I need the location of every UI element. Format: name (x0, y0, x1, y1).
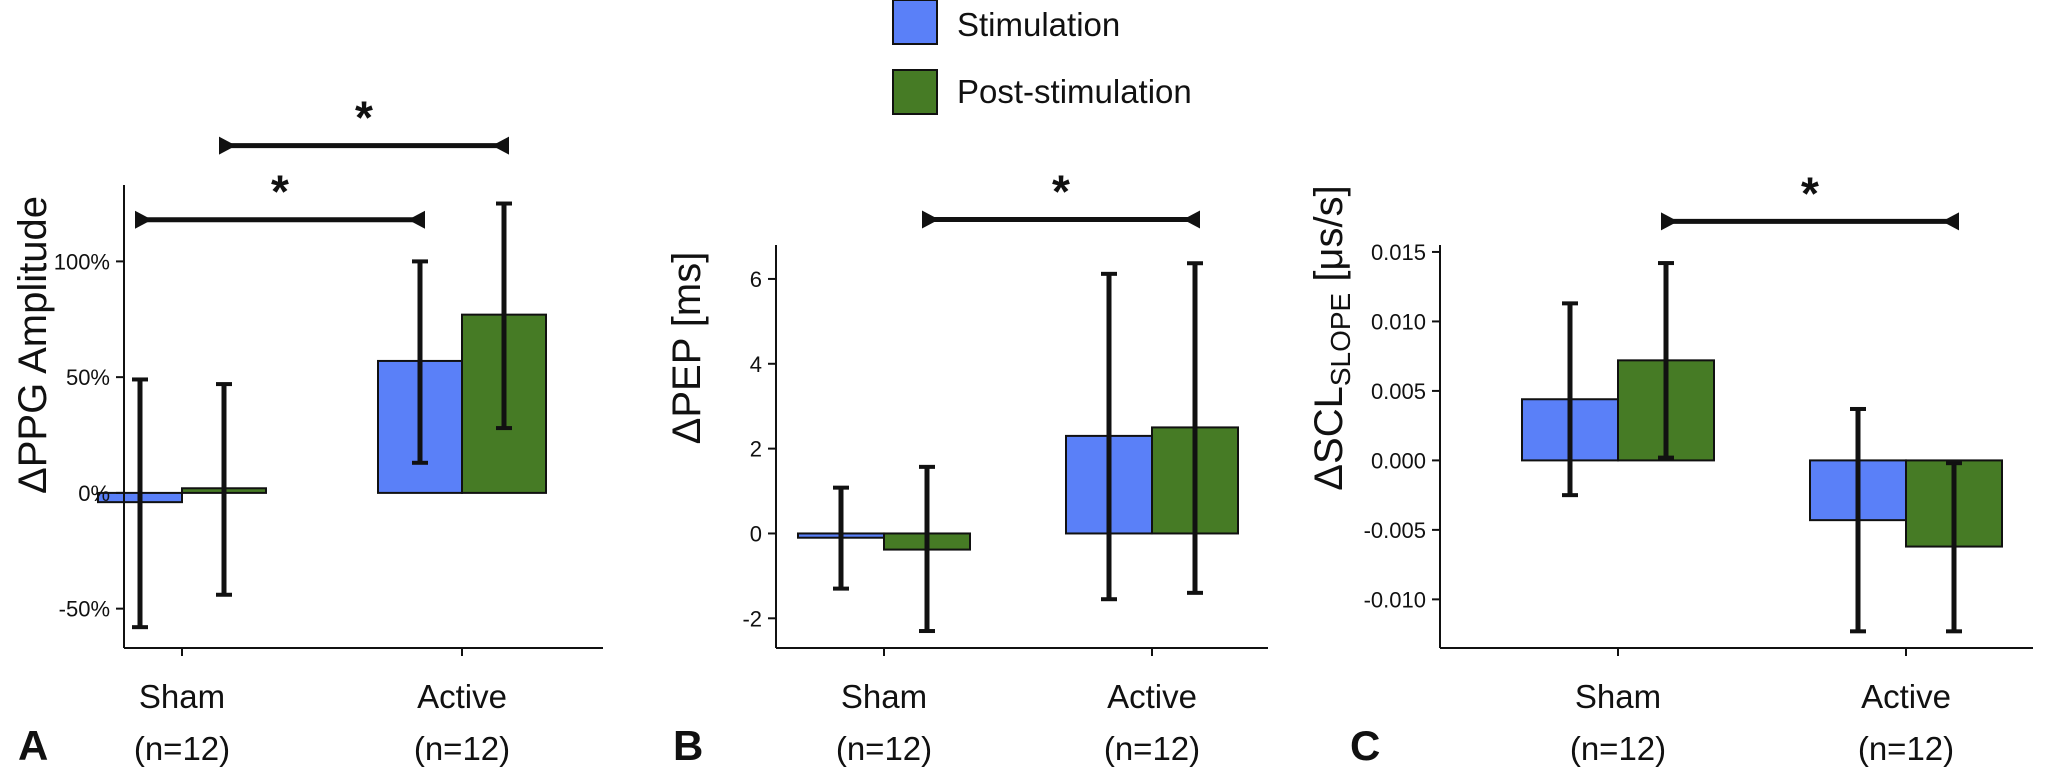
panel-c-y-tick-label-3: 0.005 (1371, 379, 1426, 404)
panel-a-significance-star-0: * (271, 166, 289, 218)
panel-a-significance-left-cap-0 (135, 210, 152, 229)
panel-c-y-tick-label-5: 0.015 (1371, 240, 1426, 265)
panel-c-y-axis-label: ΔSCLSLOPE [μs/s] (1307, 185, 1356, 490)
panel-b-letter: B (673, 722, 703, 769)
panel-b-significance: * (922, 166, 1200, 229)
panel-a-category-active: Active (417, 678, 507, 715)
panel-a-significance: ** (135, 92, 509, 229)
panel-a-y-tick-label-3: 100% (54, 249, 110, 274)
panel-c-significance-left-cap-0 (1661, 212, 1678, 231)
panel-a-category-sham: Sham (139, 678, 225, 715)
panel-a-y-tick-label-1: 0% (78, 481, 110, 506)
panel-b-error-bars (833, 261, 1203, 634)
panel-c-y-tick-label-2: 0.000 (1371, 448, 1426, 473)
panel-c-category-active: Active (1861, 678, 1951, 715)
panel-a-letter: A (18, 722, 48, 769)
panel-c-bars (1521, 359, 2003, 548)
panel-b-significance-left-cap-0 (922, 210, 939, 229)
panel-a-y-tick-label-2: 50% (66, 365, 110, 390)
panel-c: -0.010 -0.005 0.000 0.005 0.010 0.015 * ΔSCLS… (1307, 167, 2033, 769)
panel-b-bars (797, 426, 1239, 551)
panel-a-error-bars (132, 201, 512, 630)
panel-b-y-tick-label-0: -2 (742, 606, 762, 631)
panel-a-significance-right-cap-0 (408, 210, 425, 229)
legend-label-post-stimulation: Post-stimulation (957, 73, 1192, 110)
panel-c-y-tick-label-0: -0.010 (1364, 587, 1426, 612)
panel-b-y-tick-label-4: 6 (750, 267, 762, 292)
panel-a: -50%0%50%100% ** ΔPPG Amplitude Sham (n=… (11, 92, 603, 769)
panel-b-y-tick-label-3: 4 (750, 352, 762, 377)
panel-c-axes (1439, 245, 2033, 656)
panel-c-y-tick-label-4: 0.010 (1371, 309, 1426, 334)
panel-c-y-tick-label-1: -0.005 (1364, 518, 1426, 543)
panel-c-significance-right-cap-0 (1942, 212, 1959, 231)
panel-a-category-sham-n: (n=12) (134, 730, 230, 767)
panel-b-y-tick-label-1: 0 (750, 521, 762, 546)
panel-c-error-bars (1562, 261, 1962, 634)
panel-b-category-active-n: (n=12) (1104, 730, 1200, 767)
panel-a-bars (97, 313, 547, 504)
legend-swatch-stimulation (892, 0, 938, 45)
panel-b-significance-star-0: * (1052, 166, 1070, 218)
panel-c-category-active-n: (n=12) (1858, 730, 1954, 767)
panel-c-significance: * (1661, 167, 1959, 231)
panel-a-y-axis-label: ΔPPG Amplitude (11, 196, 55, 494)
panel-c-category-sham-n: (n=12) (1570, 730, 1666, 767)
panel-b-y-tick-label-2: 2 (750, 437, 762, 462)
panel-b: -2 0 2 4 6 * ΔPEP [ms] Sham (n=12) Active (n… (665, 166, 1268, 769)
panel-a-y-tick-label-0: -50% (59, 597, 110, 622)
legend: Stimulation Post-stimulation (892, 0, 1192, 115)
panel-a-category-active-n: (n=12) (414, 730, 510, 767)
legend-swatch-post-stimulation (892, 69, 938, 115)
panel-a-significance-star-1: * (355, 92, 373, 144)
panel-b-significance-right-cap-0 (1183, 210, 1200, 229)
legend-label-stimulation: Stimulation (957, 6, 1120, 43)
panel-c-letter: C (1350, 722, 1380, 769)
panel-a-y-ticks: -50% 0% 50% 100% (54, 249, 124, 622)
panel-b-y-axis-label: ΔPEP [ms] (665, 252, 709, 445)
panel-b-category-sham-n: (n=12) (836, 730, 932, 767)
panel-b-y-ticks: -2 0 2 4 6 (742, 267, 776, 631)
panel-a-significance-left-cap-1 (219, 136, 236, 155)
panel-b-category-sham: Sham (841, 678, 927, 715)
panel-a-significance-right-cap-1 (492, 136, 509, 155)
panel-b-axes (775, 245, 1268, 656)
panel-c-y-ticks: -0.010 -0.005 0.000 0.005 0.010 0.015 (1364, 240, 1440, 612)
panel-b-category-active: Active (1107, 678, 1197, 715)
panel-c-significance-star-0: * (1801, 167, 1819, 219)
panel-c-category-sham: Sham (1575, 678, 1661, 715)
